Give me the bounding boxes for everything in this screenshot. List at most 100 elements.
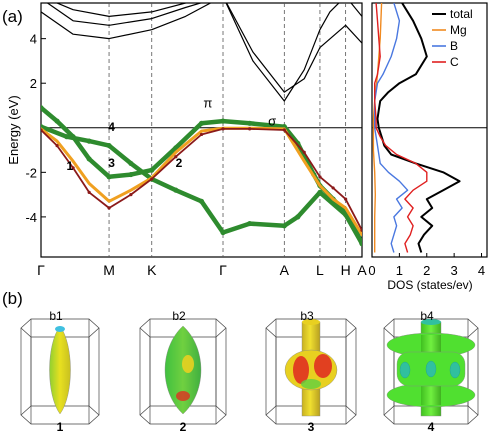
dos-x-tick-label: 4 xyxy=(478,263,485,278)
fermi-surface-patch xyxy=(293,356,309,384)
band-point xyxy=(150,177,154,181)
legend-label: B xyxy=(450,39,458,53)
fermi-surface-patch xyxy=(182,355,194,373)
band-series-black xyxy=(46,3,362,102)
fermi-surface-label: b1 xyxy=(49,309,63,323)
band-point xyxy=(344,197,348,201)
fermi-surface-number: 2 xyxy=(180,420,187,434)
dos-x-tick-label: 1 xyxy=(396,263,403,278)
band-point xyxy=(129,193,133,197)
y-axis-label: Energy (eV) xyxy=(6,95,21,164)
band-point xyxy=(149,167,155,173)
band-point xyxy=(295,214,301,220)
panel-label-b: (b) xyxy=(2,289,23,308)
kpoint-label: M xyxy=(103,262,115,278)
fermi-surface-b1: b1 1 xyxy=(20,309,100,434)
band-annotations: π σ 1 2 3 4 xyxy=(67,96,277,173)
band-point xyxy=(220,118,226,124)
band-annotation: π xyxy=(203,96,212,111)
kpoint-label: Γ xyxy=(219,262,227,278)
fermi-surface-panel: b1 1 b2 2 b3 3 b4 4 xyxy=(20,309,479,434)
kpoint-label: A xyxy=(280,262,290,278)
band-point xyxy=(87,190,91,194)
fermi-surface-shape xyxy=(164,325,202,415)
fermi-surface-patch xyxy=(176,391,190,401)
dos-x-tick-label: 0 xyxy=(368,263,375,278)
band-point xyxy=(317,189,323,195)
band-point xyxy=(220,229,226,236)
band-point xyxy=(199,132,204,137)
dos-plot-frame xyxy=(371,2,488,258)
dos-plot: 0 1 2 3 4 DOS (states/ev) total Mg BC xyxy=(368,2,488,292)
y-tick-label: -4 xyxy=(25,210,37,225)
band-point xyxy=(107,206,111,210)
fermi-surface-hole xyxy=(399,361,411,379)
band-point xyxy=(41,105,44,111)
fermi-surface-patch xyxy=(301,379,321,389)
fermi-surface-cap xyxy=(55,326,65,332)
legend-label: C xyxy=(450,55,459,69)
y-tick-label: 4 xyxy=(30,32,37,47)
band-point xyxy=(198,120,205,126)
legend-label: Mg xyxy=(450,23,467,37)
band-point xyxy=(331,186,335,190)
dos-legend: total Mg BC xyxy=(432,7,473,69)
band-point xyxy=(360,228,362,232)
fermi-surface-b2: b2 2 xyxy=(139,309,227,434)
band-point xyxy=(343,212,349,218)
band-point xyxy=(248,127,252,131)
band-point xyxy=(318,175,322,179)
band-point xyxy=(106,142,112,149)
dos-series-b xyxy=(374,3,409,253)
band-point xyxy=(173,145,179,151)
band-point xyxy=(71,166,75,170)
band-point xyxy=(86,138,92,144)
band-point xyxy=(128,160,134,167)
band-point xyxy=(247,120,253,126)
band-annotation: 2 xyxy=(176,156,183,170)
band-point xyxy=(302,150,306,154)
band-point xyxy=(54,118,60,124)
band-annotation: 1 xyxy=(67,159,74,173)
dos-x-axis-label: DOS (states/ev) xyxy=(387,278,472,292)
band-point xyxy=(128,171,134,178)
dos-x-tick-label: 3 xyxy=(451,263,458,278)
band-point xyxy=(281,223,287,229)
band-annotation: 3 xyxy=(108,156,115,170)
kpoint-label: H xyxy=(341,262,351,278)
fermi-surface-b4: b4 4 xyxy=(383,309,479,434)
dos-series-c xyxy=(374,3,428,253)
band-point xyxy=(55,143,59,148)
fermi-surface-patch xyxy=(314,354,332,378)
band-point xyxy=(86,156,92,162)
fermi-surface-shape xyxy=(49,325,71,415)
fermi-surface-hole xyxy=(425,360,437,378)
band-series-group xyxy=(41,3,362,247)
dos-series-group xyxy=(372,3,487,253)
band-point xyxy=(106,174,112,180)
fermi-surface-number: 4 xyxy=(428,420,435,434)
y-tick-label: -2 xyxy=(25,165,37,180)
kpoint-label: Γ xyxy=(37,262,45,278)
kpoint-label: K xyxy=(147,262,157,278)
band-series-black xyxy=(41,3,362,93)
band-series-orange xyxy=(41,126,362,237)
band-point xyxy=(221,127,225,131)
band-point xyxy=(282,128,286,132)
fermi-surface-cap xyxy=(302,319,320,325)
fermi-surface-number: 3 xyxy=(308,420,315,434)
band-annotation: 4 xyxy=(108,120,115,134)
band-point xyxy=(247,220,253,227)
band-annotation: σ xyxy=(268,114,276,129)
y-tick-label: 2 xyxy=(30,76,37,91)
band-point xyxy=(173,187,179,193)
fermi-surface-label: b4 xyxy=(420,309,434,323)
kpoint-divider-lines xyxy=(41,3,362,257)
dos-axes-group: 0 1 2 3 4 DOS (states/ev) xyxy=(368,253,485,292)
band-point xyxy=(64,134,70,140)
band-point xyxy=(174,155,178,159)
fermi-surface-hole xyxy=(449,361,461,379)
